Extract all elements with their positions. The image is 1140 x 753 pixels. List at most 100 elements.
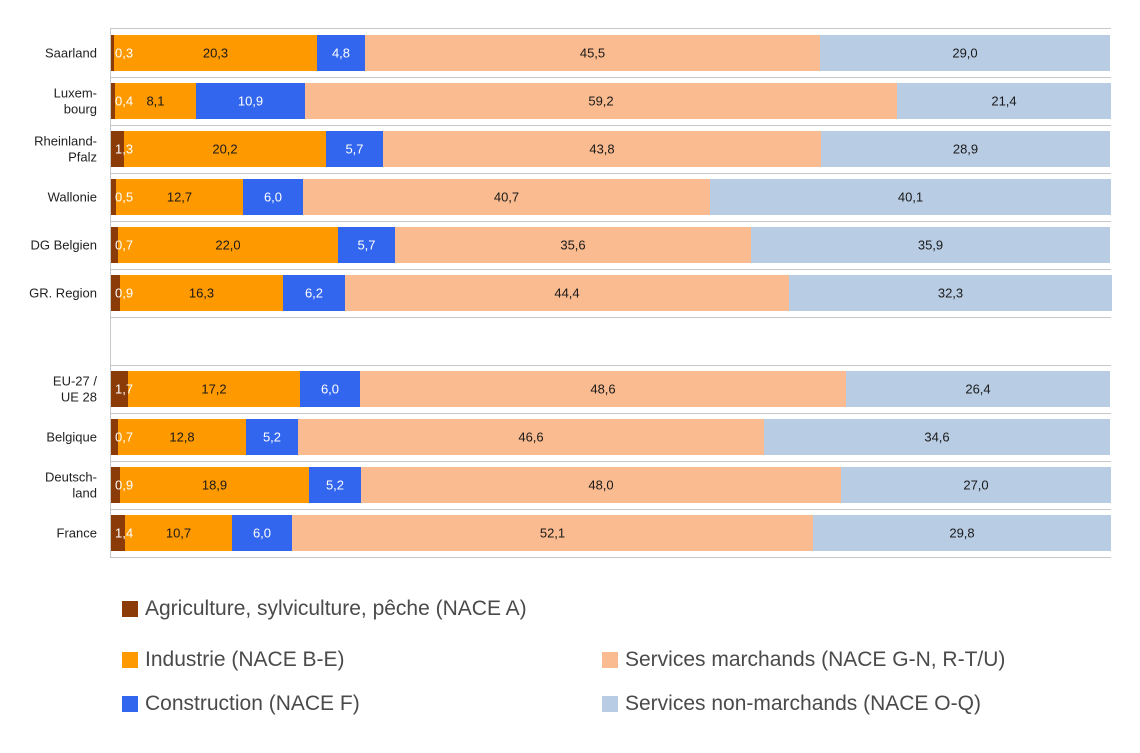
data-label: 40,1	[898, 190, 923, 205]
data-label: 0,4	[115, 94, 133, 109]
bar-segment	[111, 419, 118, 455]
bar-segment	[111, 467, 120, 503]
data-label: 48,0	[588, 478, 613, 493]
category-label: Luxem-	[54, 86, 97, 101]
data-label: 10,9	[238, 94, 263, 109]
bar-segment	[764, 419, 1110, 455]
category-label: bourg	[64, 102, 97, 117]
data-label: 29,0	[952, 46, 977, 61]
bar-segment	[128, 371, 300, 407]
bar-segment	[813, 515, 1111, 551]
data-label: 21,4	[991, 94, 1016, 109]
category-label: UE 28	[61, 390, 97, 405]
data-label: 48,6	[590, 382, 615, 397]
data-label: 1,3	[115, 142, 133, 157]
bar-segment	[118, 227, 338, 263]
data-label: 35,9	[918, 238, 943, 253]
bar-segment	[326, 131, 383, 167]
data-label: 32,3	[938, 286, 963, 301]
data-label: 0,9	[115, 286, 133, 301]
category-label: GR. Region	[29, 286, 97, 301]
data-label: 20,3	[203, 46, 228, 61]
data-label: 12,8	[169, 430, 194, 445]
category-label: Deutsch-	[45, 470, 97, 485]
data-label: 17,2	[201, 382, 226, 397]
bar-segment	[305, 83, 897, 119]
data-label: 59,2	[588, 94, 613, 109]
data-label: 5,2	[326, 478, 344, 493]
bar-segment	[841, 467, 1111, 503]
data-label: 35,6	[560, 238, 585, 253]
data-label: 6,0	[253, 526, 271, 541]
bar-segment	[115, 83, 196, 119]
bar-segment	[292, 515, 813, 551]
data-label: 16,3	[189, 286, 214, 301]
data-label: 0,3	[115, 46, 133, 61]
bar-segment	[897, 83, 1111, 119]
data-label: 43,8	[589, 142, 614, 157]
bar-segment	[114, 35, 317, 71]
bar-segment	[120, 467, 309, 503]
category-label: Belgique	[46, 430, 97, 445]
bar-segment	[246, 419, 298, 455]
category-label: Pfalz	[68, 150, 97, 165]
data-label: 45,5	[580, 46, 605, 61]
bar-segment	[232, 515, 292, 551]
bar-segment	[111, 131, 124, 167]
bar-segment	[345, 275, 789, 311]
bar-segment	[111, 35, 114, 71]
data-label: 40,7	[494, 190, 519, 205]
category-label: Rheinland-	[34, 134, 97, 149]
bar-segment	[789, 275, 1112, 311]
category-label: EU-27 /	[53, 374, 97, 389]
bar-segment	[360, 371, 846, 407]
data-label: 26,4	[965, 382, 990, 397]
data-label: 6,0	[321, 382, 339, 397]
bar-segment	[395, 227, 751, 263]
category-label: land	[72, 486, 97, 501]
data-label: 1,7	[115, 382, 133, 397]
data-label: 5,7	[357, 238, 375, 253]
data-label: 12,7	[167, 190, 192, 205]
bar-segment	[111, 83, 115, 119]
bar-segment	[125, 515, 232, 551]
category-label: DG Belgien	[31, 238, 97, 253]
data-label: 29,8	[949, 526, 974, 541]
data-label: 20,2	[212, 142, 237, 157]
bar-segment	[111, 275, 120, 311]
bar-segment	[338, 227, 395, 263]
data-label: 0,9	[115, 478, 133, 493]
data-label: 5,7	[345, 142, 363, 157]
category-label: France	[57, 526, 97, 541]
bar-segment	[365, 35, 820, 71]
data-label: 6,0	[264, 190, 282, 205]
bar-segment	[303, 179, 710, 215]
data-label: 0,7	[115, 430, 133, 445]
bar-segment	[111, 371, 128, 407]
bar-segment	[300, 371, 360, 407]
data-label: 46,6	[518, 430, 543, 445]
bar-segment	[124, 131, 326, 167]
data-label: 34,6	[924, 430, 949, 445]
data-label: 8,1	[146, 94, 164, 109]
data-label: 52,1	[540, 526, 565, 541]
data-label: 5,2	[263, 430, 281, 445]
bar-segment	[846, 371, 1110, 407]
data-label: 10,7	[166, 526, 191, 541]
bar-segment	[116, 179, 243, 215]
data-label: 27,0	[963, 478, 988, 493]
data-label: 18,9	[202, 478, 227, 493]
bar-segment	[361, 467, 841, 503]
data-label: 6,2	[305, 286, 323, 301]
data-label: 0,5	[115, 190, 133, 205]
bar-segment	[196, 83, 305, 119]
data-label: 44,4	[554, 286, 579, 301]
data-label: 1,4	[115, 526, 133, 541]
bar-segment	[710, 179, 1111, 215]
bar-segment	[111, 227, 118, 263]
bar-segment	[118, 419, 246, 455]
bar-segment	[283, 275, 345, 311]
category-label: Saarland	[45, 46, 97, 61]
data-label: 4,8	[332, 46, 350, 61]
bar-segment	[309, 467, 361, 503]
